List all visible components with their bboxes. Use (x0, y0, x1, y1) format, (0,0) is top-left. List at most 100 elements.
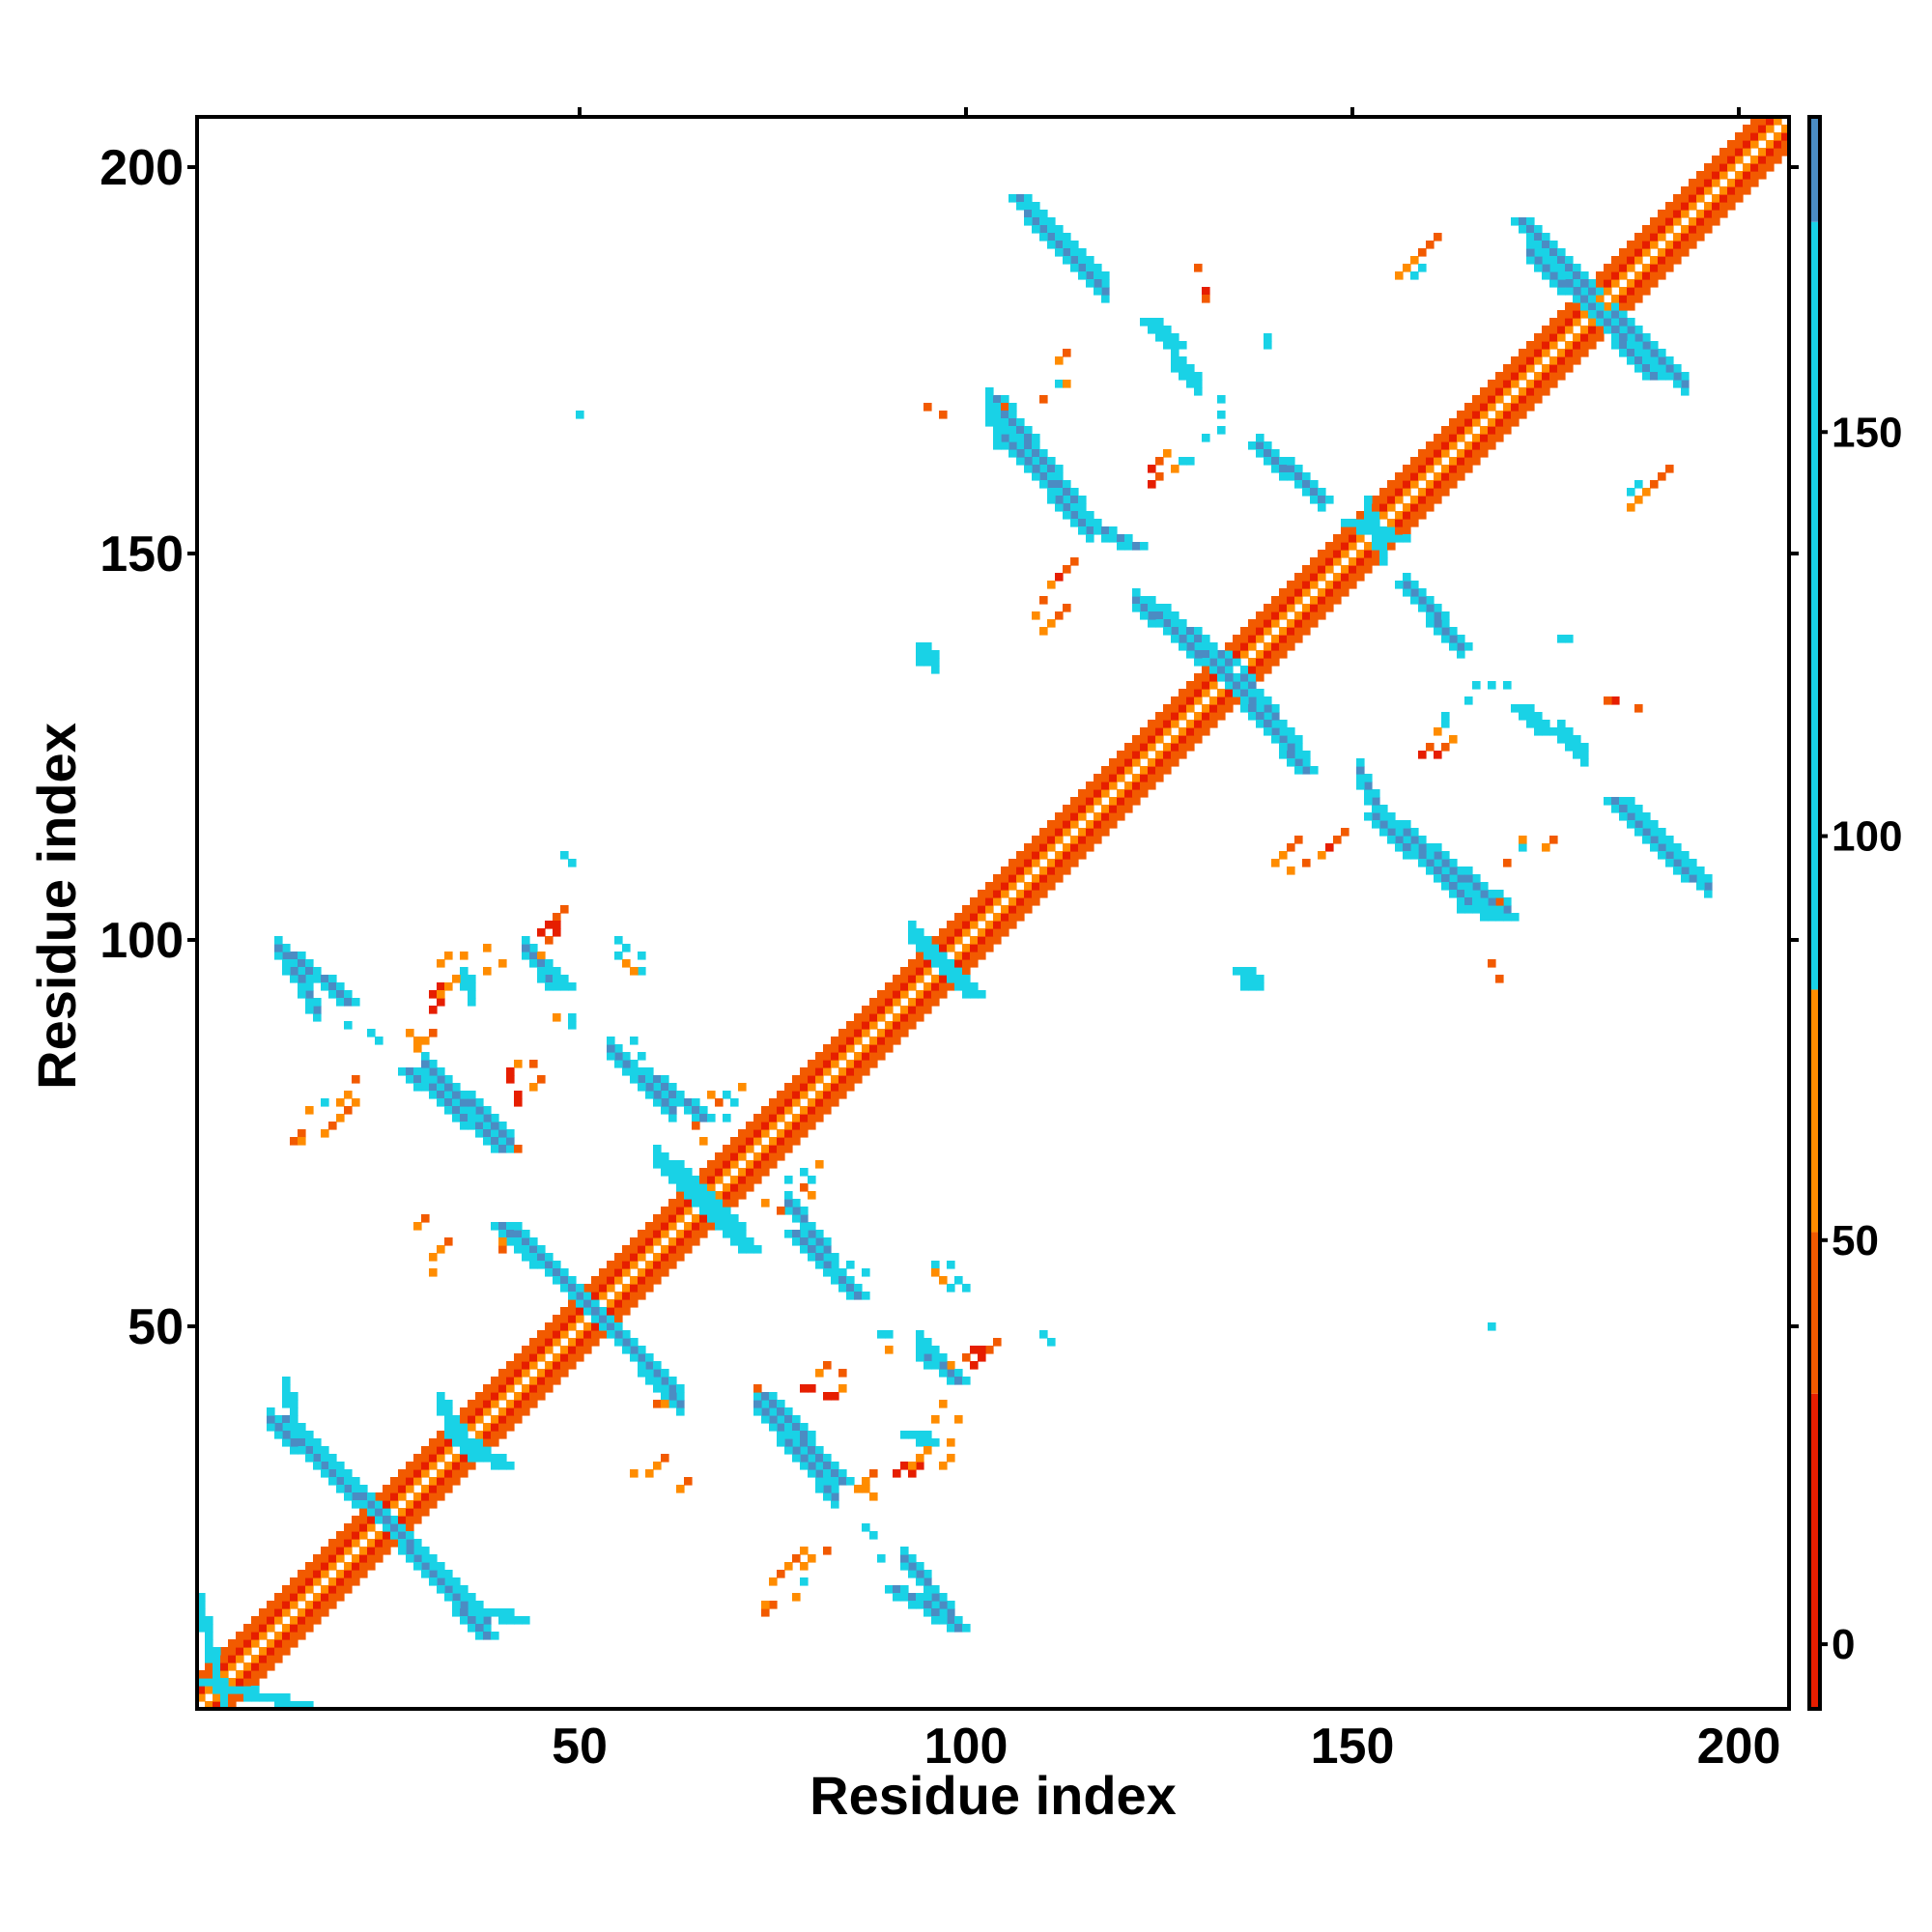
heatmap-cell (1495, 395, 1504, 404)
heatmap-cell (344, 1585, 353, 1594)
heatmap-cell (1009, 897, 1017, 906)
heatmap-cell (1712, 171, 1720, 180)
heatmap-cell (583, 1307, 592, 1316)
heatmap-cell (1464, 882, 1473, 891)
heatmap-cell (715, 1152, 724, 1161)
heatmap-cell (1364, 797, 1373, 806)
heatmap-cell (383, 1523, 391, 1532)
heatmap-cell (1364, 526, 1373, 535)
heatmap-cell (1101, 279, 1110, 288)
heatmap-cell (220, 1662, 229, 1671)
heatmap-cell (846, 1276, 855, 1285)
heatmap-cell (1117, 797, 1125, 806)
heatmap-cell (638, 1268, 646, 1277)
heatmap-cell (978, 913, 986, 922)
heatmap-cell (823, 1091, 832, 1099)
heatmap-cell (1696, 233, 1705, 242)
heatmap-cell (784, 1415, 793, 1424)
heatmap-cell (970, 897, 979, 906)
heatmap-cell (939, 936, 948, 945)
heatmap-cell (1356, 774, 1365, 782)
heatmap-cell (298, 1632, 306, 1640)
heatmap-cell (1457, 867, 1465, 875)
heatmap-cell (1124, 542, 1133, 551)
heatmap-cell (1372, 511, 1380, 520)
heatmap-cell (1665, 264, 1674, 272)
heatmap-cell (1171, 611, 1179, 620)
heatmap-cell (1163, 758, 1172, 767)
heatmap-cell (1209, 720, 1218, 728)
heatmap-cell (916, 650, 924, 659)
heatmap-cell (1743, 140, 1751, 149)
heatmap-cell (251, 1678, 260, 1687)
heatmap-cell (1387, 519, 1396, 527)
heatmap-cell (336, 1554, 345, 1563)
heatmap-cell (846, 1060, 855, 1068)
heatmap-cell (723, 1183, 731, 1192)
heatmap-cell (1604, 271, 1612, 280)
heatmap-cell (1418, 843, 1427, 852)
heatmap-cell (1673, 843, 1682, 852)
heatmap-cell (274, 944, 283, 952)
heatmap-cell (622, 1268, 631, 1277)
heatmap-cell (251, 1616, 260, 1625)
heatmap-cell (1704, 882, 1713, 891)
heatmap-cell (1171, 341, 1179, 350)
heatmap-cell (815, 1369, 824, 1378)
heatmap-cell (1642, 271, 1651, 280)
heatmap-cell (777, 1145, 785, 1153)
heatmap-cell (1186, 380, 1195, 388)
heatmap-cell (1418, 604, 1427, 612)
heatmap-cell (923, 936, 932, 945)
heatmap-cell (1163, 333, 1172, 342)
heatmap-cell (468, 1438, 476, 1447)
heatmap-cell (985, 882, 994, 891)
heatmap-cell (746, 1176, 754, 1184)
heatmap-cell (1024, 194, 1033, 203)
heatmap-cell (468, 1608, 476, 1617)
heatmap-cell (862, 1067, 870, 1076)
heatmap-cell (1070, 812, 1079, 821)
heatmap-cell (947, 975, 955, 983)
heatmap-cell (1534, 380, 1543, 388)
heatmap-cell (1163, 449, 1172, 458)
heatmap-cell (1395, 480, 1404, 489)
heatmap-cell (1349, 565, 1357, 574)
heatmap-cell (1094, 526, 1102, 535)
heatmap-cell (529, 1060, 538, 1068)
heatmap-cell (1294, 611, 1303, 620)
heatmap-cell (1055, 233, 1064, 242)
heatmap-cell (1642, 341, 1651, 350)
heatmap-cell (1480, 897, 1489, 906)
heatmap-cell (962, 928, 971, 937)
heatmap-cell (591, 1307, 600, 1316)
heatmap-cell (1325, 557, 1334, 566)
heatmap-cell (947, 1284, 955, 1293)
heatmap-cell (583, 1330, 592, 1339)
heatmap-cell (1209, 658, 1218, 667)
heatmap-cell (846, 1284, 855, 1293)
heatmap-cell (1472, 897, 1481, 906)
heatmap-cell (1179, 735, 1187, 744)
heatmap-cell (1727, 202, 1736, 211)
heatmap-cell (553, 1353, 561, 1362)
heatmap-cell (1519, 843, 1527, 852)
heatmap-cell (607, 1037, 615, 1045)
heatmap-cell (1047, 465, 1056, 473)
heatmap-cell (1341, 573, 1350, 582)
heatmap-cell (483, 1106, 492, 1115)
heatmap-cell (1434, 604, 1442, 612)
heatmap-cell (1194, 380, 1203, 388)
heatmap-cell (800, 1446, 809, 1455)
heatmap-cell (916, 1353, 924, 1362)
heatmap-cell (614, 1253, 623, 1262)
heatmap-cell (1117, 758, 1125, 767)
heatmap-cell (1410, 465, 1419, 473)
heatmap-cell (1434, 488, 1442, 497)
heatmap-cell (344, 998, 353, 1007)
heatmap-cell (545, 1330, 554, 1339)
heatmap-cell (305, 1585, 314, 1594)
heatmap-cell (815, 1237, 824, 1246)
heatmap-cell (375, 1539, 384, 1548)
